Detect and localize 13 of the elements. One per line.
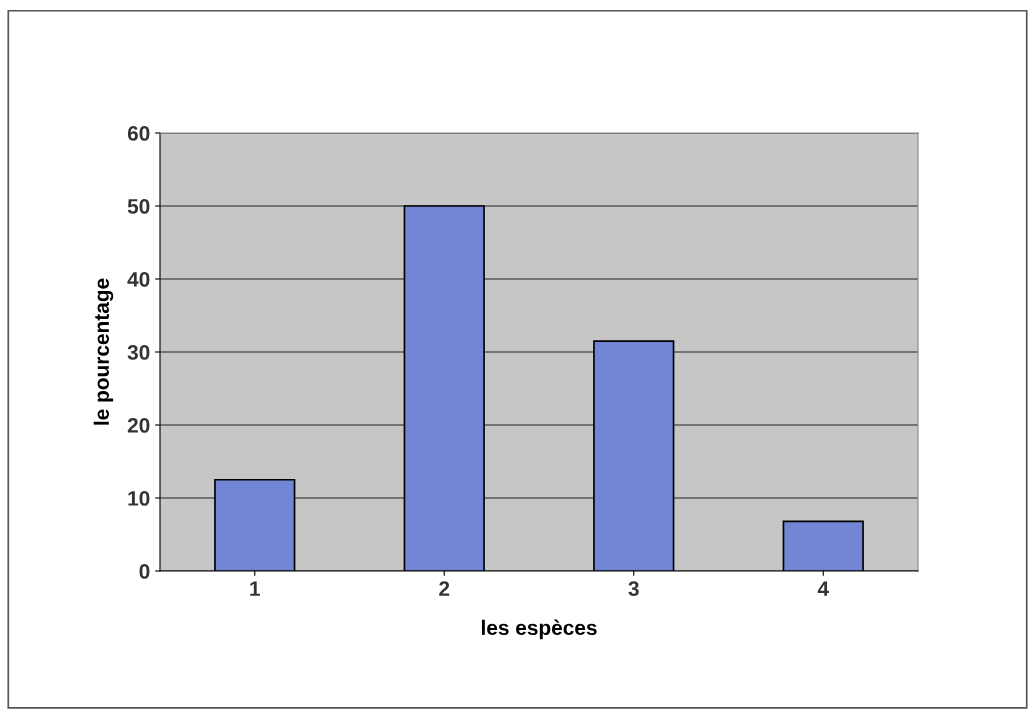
x-tick-label: 2 — [439, 581, 450, 596]
x-axis-title: les espèces — [481, 619, 597, 640]
y-tick-label: 20 — [127, 418, 150, 433]
y-axis-title: le pourcentage — [93, 278, 114, 425]
y-tick-label: 40 — [127, 272, 150, 287]
y-tick-label: 30 — [127, 345, 150, 360]
x-tick-label: 3 — [628, 581, 639, 597]
y-tick-label: 50 — [127, 199, 150, 214]
x-tick-label: 4 — [817, 581, 829, 596]
x-tick-label: 1 — [250, 581, 260, 596]
y-tick-label: 10 — [128, 491, 150, 506]
y-tick-label: 60 — [127, 126, 150, 141]
y-tick-label: 0 — [139, 564, 150, 579]
